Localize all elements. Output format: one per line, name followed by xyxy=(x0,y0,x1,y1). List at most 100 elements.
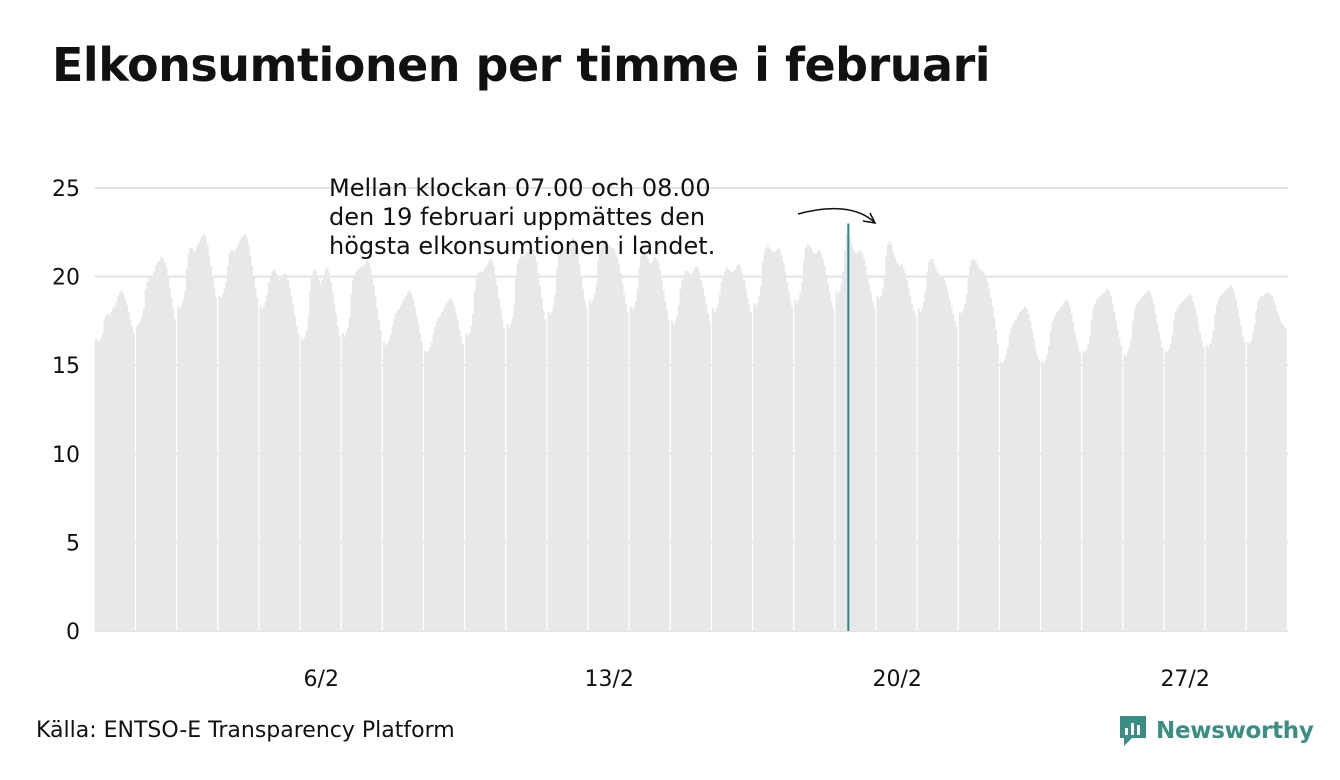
hour-bar xyxy=(880,296,883,631)
hour-bar xyxy=(825,274,828,631)
annotation-arrow xyxy=(797,207,875,223)
hour-bar xyxy=(1243,342,1246,631)
hour-bar xyxy=(904,273,907,631)
hour-bar xyxy=(926,271,929,631)
hour-bar xyxy=(1250,340,1253,631)
hour-bar xyxy=(972,258,975,631)
hour-bar xyxy=(984,276,987,631)
hour-bar xyxy=(864,265,867,631)
hour-bar xyxy=(706,313,710,631)
hour-bar xyxy=(151,274,154,631)
hour-bar xyxy=(717,303,720,631)
hour-bar xyxy=(970,260,974,631)
hour-bar xyxy=(271,271,274,631)
hour-bar xyxy=(1216,304,1219,631)
hour-bar xyxy=(369,267,372,631)
hour-bar xyxy=(854,253,857,631)
hour-bar xyxy=(631,310,634,631)
hour-bar xyxy=(1032,338,1035,631)
hour-bar xyxy=(168,287,171,631)
hour-bar xyxy=(317,280,320,631)
hour-bar xyxy=(664,301,667,631)
hour-bar xyxy=(921,308,924,631)
hour-bar xyxy=(922,301,926,631)
hour-bar xyxy=(665,310,668,631)
hour-bar xyxy=(677,304,680,631)
hour-bar xyxy=(225,281,228,631)
hour-bar xyxy=(1145,292,1148,631)
hour-bar xyxy=(490,260,494,631)
hour-bar xyxy=(228,253,231,631)
hour-bar xyxy=(598,248,602,632)
logo-text: Newsworthy xyxy=(1156,718,1314,744)
hour-bar xyxy=(593,294,596,631)
hour-bar xyxy=(357,269,360,631)
hour-bar xyxy=(912,310,915,631)
hour-bar xyxy=(730,273,734,631)
hour-bar xyxy=(849,235,852,631)
hour-bar xyxy=(523,255,526,631)
hour-bar xyxy=(254,287,257,631)
hour-bar xyxy=(456,320,459,631)
hour-bar xyxy=(1044,359,1047,631)
hour-bar xyxy=(115,301,118,631)
hour-bar xyxy=(1142,296,1145,631)
hour-bar xyxy=(196,246,199,631)
hour-bar xyxy=(979,269,982,631)
hour-bar xyxy=(766,246,770,631)
hour-bar xyxy=(994,329,998,631)
hour-bar xyxy=(993,317,996,631)
hour-bar xyxy=(245,237,248,631)
hour-bar xyxy=(610,248,614,632)
hour-bar xyxy=(1217,299,1220,631)
hour-bar xyxy=(892,251,895,632)
hour-bar xyxy=(1133,310,1136,631)
hour-bar xyxy=(358,267,362,631)
hour-bar xyxy=(1006,347,1010,631)
hour-bar xyxy=(1013,320,1016,631)
hour-bar xyxy=(350,294,353,631)
hour-bar xyxy=(814,253,818,631)
hour-bar xyxy=(449,297,452,631)
hour-bar xyxy=(718,294,722,631)
hour-bar xyxy=(182,299,185,631)
hour-bar xyxy=(230,250,233,631)
hour-bar xyxy=(511,317,514,631)
hour-bar xyxy=(1226,289,1229,631)
hour-bar xyxy=(266,294,269,631)
hour-bar xyxy=(619,273,622,631)
newsworthy-logo: Newsworthy xyxy=(1118,714,1314,748)
hour-bar xyxy=(189,248,192,632)
hour-bar xyxy=(1147,290,1150,631)
hour-bar xyxy=(1106,289,1109,631)
hour-bar xyxy=(436,320,439,631)
hour-bar xyxy=(537,273,540,631)
hour-bar xyxy=(948,299,951,631)
hour-bar xyxy=(938,274,941,631)
hour-bar xyxy=(1096,299,1099,631)
hour-bar xyxy=(400,304,403,631)
hour-bar xyxy=(343,336,346,631)
hour-bar xyxy=(326,267,329,631)
hour-bar xyxy=(919,312,922,631)
hour-bar xyxy=(688,273,691,631)
hour-bar xyxy=(508,327,511,631)
hour-bar xyxy=(1135,304,1138,631)
hour-bar xyxy=(249,255,252,631)
hour-bar xyxy=(310,276,314,631)
hour-bar xyxy=(1150,297,1153,631)
hour-bar xyxy=(1005,354,1008,631)
hour-bar xyxy=(1111,303,1114,631)
hour-bar xyxy=(784,271,787,631)
hour-bar xyxy=(532,250,535,631)
hour-bar xyxy=(960,313,963,631)
hour-bar xyxy=(681,280,684,631)
hour-bar xyxy=(1084,352,1087,631)
hour-bar xyxy=(811,251,814,632)
hour-bar xyxy=(955,326,958,631)
hour-bar xyxy=(1209,343,1212,631)
hour-bar xyxy=(804,248,807,632)
hour-bar xyxy=(590,303,593,631)
hour-bar xyxy=(796,303,799,631)
hour-bar xyxy=(1152,304,1155,631)
